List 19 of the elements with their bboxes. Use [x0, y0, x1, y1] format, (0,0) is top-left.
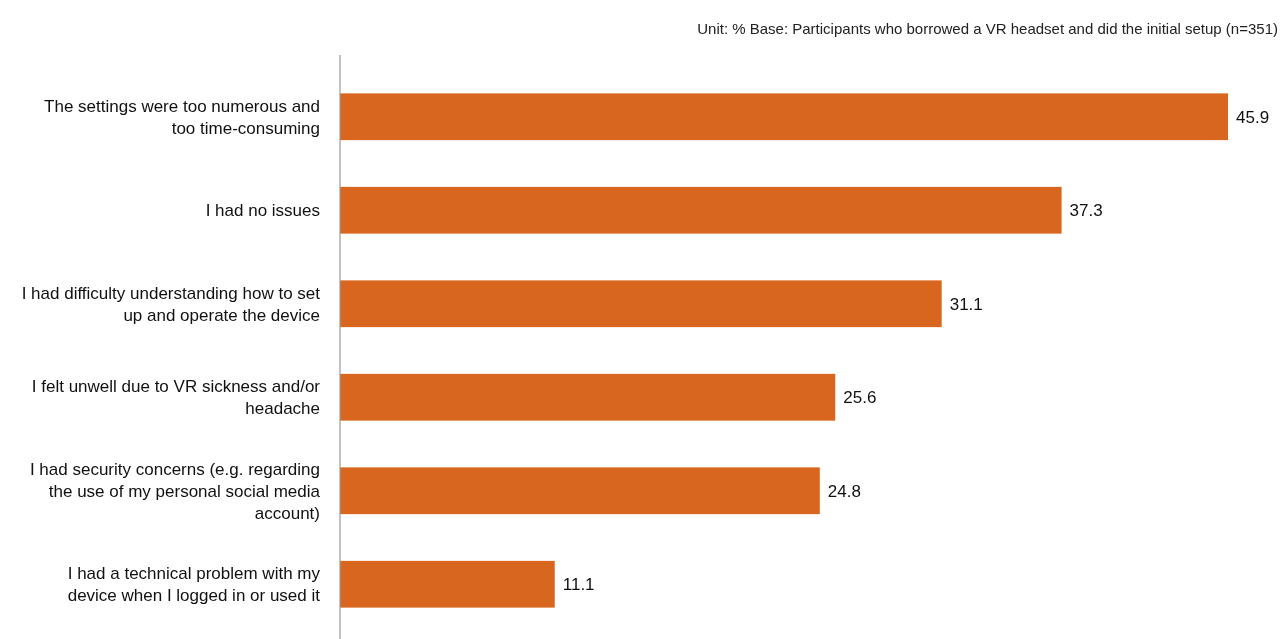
data-label: 37.3 [1069, 201, 1103, 221]
data-label: 25.6 [843, 388, 877, 408]
y-tick-label: I felt unwell due to VR sickness and/or headache [31, 377, 321, 419]
data-label: 31.1 [949, 294, 983, 314]
y-tick-label: I had security concerns (e.g. regarding the use of my personal social media account) [29, 459, 321, 523]
bar [340, 280, 942, 328]
y-tick-label: I had a technical problem with my device when I logged in or used it [67, 564, 321, 606]
text: Unit: % Base: Participants who borrowed a VR headset and did the initial setup (n=351) [697, 20, 1278, 37]
y-tick-label: I had difficulty understanding how to set up and operate the device [21, 283, 321, 325]
y-tick-label: I had no issues [205, 201, 320, 221]
bar [340, 186, 1062, 234]
bar [340, 373, 836, 421]
bar [340, 560, 555, 608]
data-label: 45.9 [1236, 107, 1270, 127]
data-label: 24.8 [827, 481, 861, 501]
bar [340, 467, 820, 515]
y-tick-label: The settings were too numerous and too time-consuming [44, 96, 320, 138]
bar [340, 93, 1228, 141]
data-label: 11.1 [562, 575, 595, 595]
